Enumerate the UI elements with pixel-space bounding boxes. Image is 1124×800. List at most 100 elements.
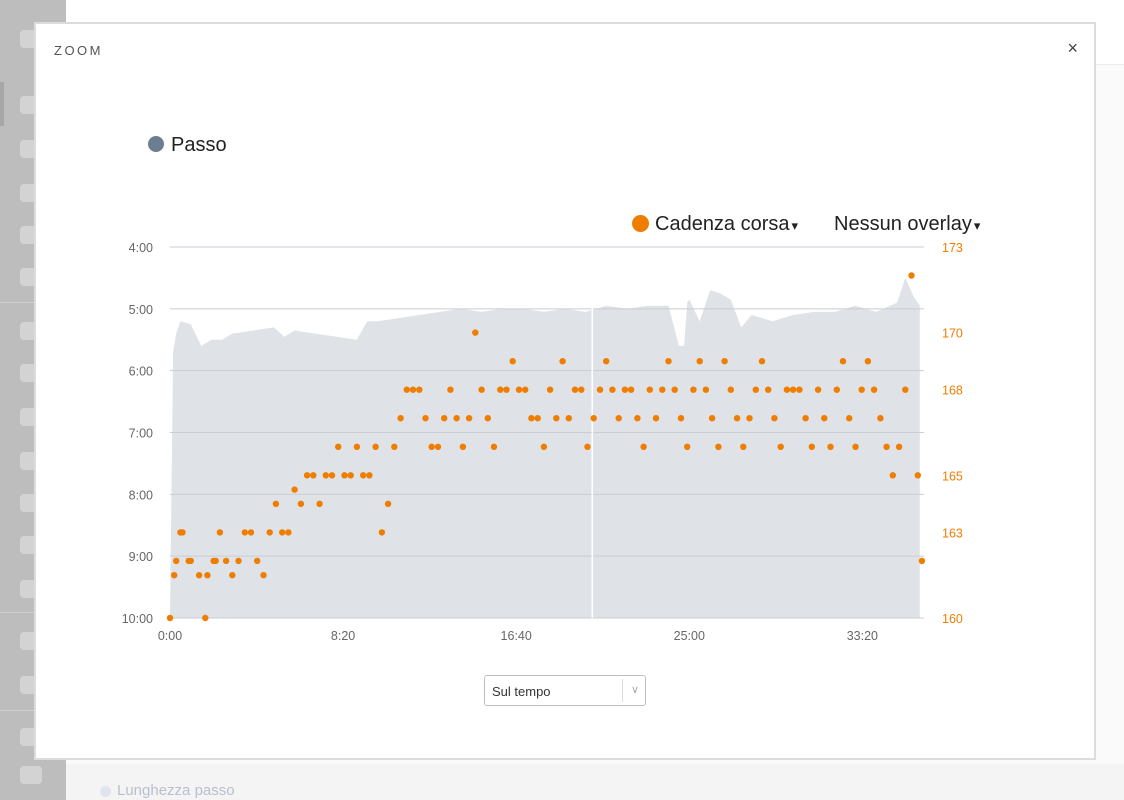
cadence-point — [322, 472, 329, 479]
cadence-point — [360, 472, 367, 479]
cadence-point — [247, 529, 255, 536]
cadence-point — [621, 386, 629, 393]
zoom-modal: ZOOM × Passo Cadenza corsa ▾ Nessun overl… — [34, 22, 1096, 760]
cadence-point — [696, 358, 703, 365]
cadence-point — [665, 358, 672, 365]
cadence-point — [833, 386, 840, 393]
cadence-point — [839, 358, 847, 365]
y-left-tick-label: 7:00 — [129, 427, 153, 441]
pace-legend[interactable]: Passo — [148, 134, 227, 157]
cadence-point — [908, 272, 915, 279]
cadence-point — [366, 472, 373, 479]
cadence-point — [684, 443, 691, 450]
cadence-point — [212, 557, 219, 565]
cadence-point — [758, 358, 766, 365]
cadence-point — [484, 415, 491, 422]
y-right-tick-label: 168 — [942, 384, 963, 398]
sidebar-divider — [0, 302, 66, 303]
cadence-point — [846, 415, 853, 422]
cadence-point — [627, 386, 635, 393]
cadence-point — [821, 415, 828, 422]
cadence-point — [353, 443, 361, 450]
cadence-point — [864, 358, 872, 365]
cadence-point — [746, 415, 753, 422]
cadence-point — [341, 472, 348, 479]
cadence-point — [179, 529, 186, 536]
cadence-point — [789, 386, 797, 393]
cadence-point — [546, 386, 554, 393]
cadence-point — [497, 386, 504, 393]
x-tick-label: 16:40 — [501, 629, 532, 643]
cadence-dropdown[interactable]: Cadenza corsa ▾ — [632, 213, 798, 236]
cadence-point — [272, 500, 280, 507]
y-right-tick-label: 170 — [942, 327, 963, 341]
background-legend: Lunghezza passo — [100, 782, 235, 799]
cadence-point — [503, 386, 510, 393]
cadence-point — [702, 386, 710, 393]
cadence-point — [877, 415, 884, 422]
cadence-point — [409, 386, 417, 393]
cadence-point — [634, 415, 641, 422]
cadence-point — [540, 443, 548, 450]
cadence-point — [796, 386, 803, 393]
cadence-point — [765, 386, 772, 393]
cadence-point — [814, 386, 822, 393]
overlay-dropdown[interactable]: Nessun overlay ▾ — [834, 213, 980, 236]
cadence-point — [372, 443, 379, 450]
close-button[interactable]: × — [1067, 38, 1078, 58]
select-separator — [622, 679, 623, 702]
cadence-point — [403, 386, 410, 393]
caret-down-icon: ▾ — [973, 218, 981, 233]
cadence-point — [721, 358, 728, 365]
cadence-point — [422, 415, 429, 422]
cadence-point — [416, 386, 423, 393]
cadence-point — [553, 415, 560, 422]
y-right-tick-label: 165 — [942, 469, 963, 483]
cadence-point — [291, 486, 298, 493]
cadence-point — [310, 472, 317, 479]
cadence-point — [889, 472, 896, 479]
cadence-point — [266, 529, 273, 536]
cadence-point — [615, 415, 622, 422]
cadence-point — [727, 386, 734, 393]
cadence-point — [204, 572, 211, 579]
cadence-point — [802, 415, 809, 422]
x-axis-select-value: Sul tempo — [492, 684, 551, 699]
cadence-point — [565, 415, 572, 422]
y-left-tick-label: 8:00 — [129, 488, 153, 502]
cadence-point — [195, 572, 203, 579]
cadence-point — [671, 386, 678, 393]
cadence-point — [397, 415, 404, 422]
cadence-point — [603, 358, 610, 365]
caret-down-icon: ▾ — [791, 218, 799, 233]
x-tick-label: 0:00 — [158, 629, 182, 643]
cadence-point — [914, 472, 921, 479]
cadence-point — [515, 386, 523, 393]
cadence-point — [528, 415, 535, 422]
badge-icon[interactable] — [20, 766, 42, 784]
cadence-point — [534, 415, 541, 422]
cadence-point — [229, 572, 236, 579]
cadence-point — [740, 443, 747, 450]
cadence-point — [677, 415, 685, 422]
cadence-point — [596, 386, 604, 393]
cadence-point — [472, 329, 479, 336]
cadence-point — [378, 529, 386, 536]
x-axis-select[interactable]: Sul tempo ∨ — [484, 675, 646, 706]
y-right-tick-label: 163 — [942, 526, 963, 540]
cadence-point — [646, 386, 653, 393]
sidebar-active-indicator — [0, 82, 4, 126]
cadence-point — [328, 472, 336, 479]
cadence-point — [733, 415, 741, 422]
pace-legend-dot — [148, 136, 164, 152]
cadence-point — [918, 557, 926, 565]
cadence-point — [652, 415, 660, 422]
legend-dot — [100, 785, 111, 797]
cadence-point — [428, 443, 435, 450]
cadence-point — [715, 443, 722, 450]
pace-cadence-chart[interactable]: 4:00 5:00 6:00 7:00 8:00 9:00 10:00 173 170 168 16… — [36, 24, 1094, 644]
cadence-point — [447, 386, 454, 393]
cadence-point — [260, 572, 267, 579]
cadence-point — [297, 500, 305, 507]
cadence-point — [166, 614, 174, 622]
